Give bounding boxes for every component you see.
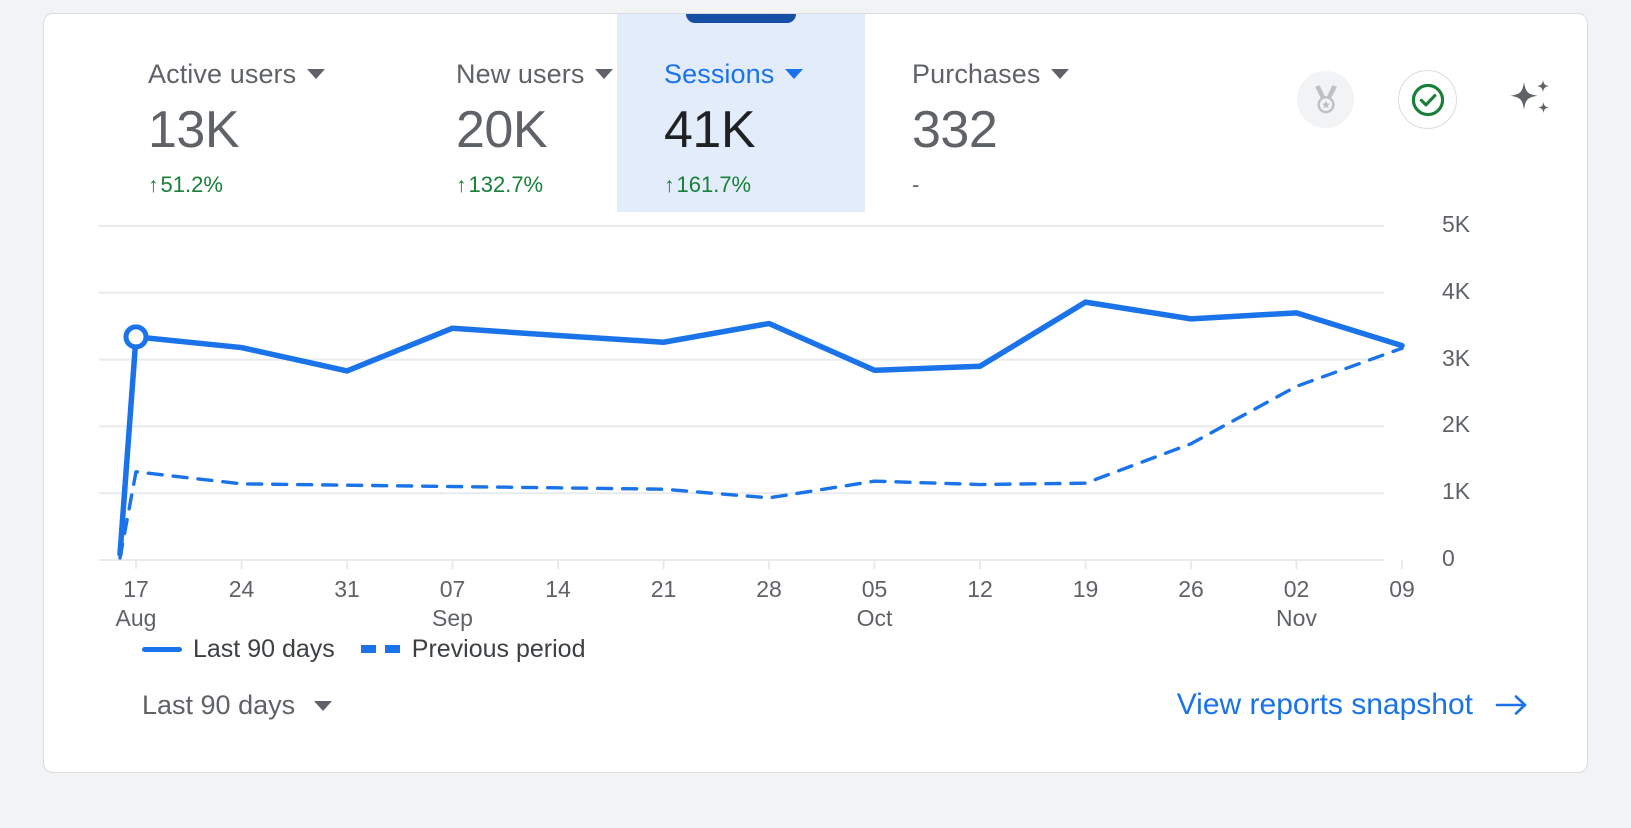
chevron-down-icon bbox=[314, 700, 333, 711]
x-axis-tick-label: 28 bbox=[756, 576, 782, 602]
x-axis-month-label: Nov bbox=[1276, 605, 1317, 631]
sessions-trend-chart: 0 1K 2K 3K 4K 5K 17 Aug 24 31 07 Sep 14 21 28 05 Oct 12 1… bbox=[44, 211, 1587, 642]
metric-value-new-users: 20K bbox=[456, 101, 548, 159]
series-line-last-90-days bbox=[117, 299, 1405, 557]
y-axis-tick-label: 4K bbox=[1442, 277, 1471, 304]
x-axis-tick-label: 02 bbox=[1283, 576, 1310, 602]
metric-label-active-users: Active users bbox=[148, 59, 326, 90]
overview-card: Active users 13K ↑51.2% New users 20K ↑1… bbox=[43, 13, 1588, 773]
metric-label-text: Purchases bbox=[912, 59, 1041, 89]
metric-delta-text: 132.7% bbox=[468, 172, 544, 197]
metric-label-new-users: New users bbox=[456, 59, 614, 90]
date-range-label: Last 90 days bbox=[142, 690, 296, 720]
chart-canvas bbox=[99, 225, 1405, 569]
metric-value-sessions: 41K bbox=[664, 101, 756, 159]
metric-label-text: Sessions bbox=[664, 59, 775, 89]
chevron-down-icon[interactable] bbox=[595, 69, 614, 79]
metric-label-text: Active users bbox=[148, 59, 297, 89]
metric-label-sessions: Sessions bbox=[664, 59, 804, 90]
legend-label-current: Last 90 days bbox=[193, 634, 335, 663]
x-axis-tick-label: 24 bbox=[228, 576, 255, 602]
x-axis-tick-label: 05 bbox=[861, 576, 888, 602]
metric-tab-new-users[interactable]: New users 20K ↑132.7% bbox=[409, 14, 659, 212]
y-axis-tick-label: 1K bbox=[1442, 478, 1471, 505]
header-icon-group bbox=[1297, 70, 1557, 129]
x-axis-tick-label: 09 bbox=[1389, 576, 1415, 602]
metric-delta-text: - bbox=[912, 172, 920, 197]
y-axis-tick-label: 5K bbox=[1442, 211, 1471, 237]
metric-tab-active-users[interactable]: Active users 13K ↑51.2% bbox=[101, 14, 351, 212]
chart-legend: Last 90 days Previous period bbox=[142, 634, 585, 664]
y-axis-tick-label: 2K bbox=[1442, 411, 1471, 438]
x-axis-tick-label: 21 bbox=[650, 576, 677, 602]
arrow-up-icon: ↑ bbox=[456, 174, 467, 197]
chevron-down-icon[interactable] bbox=[785, 69, 804, 79]
legend-item-previous[interactable]: Previous period bbox=[360, 634, 586, 664]
y-axis-tick-label: 0 bbox=[1442, 545, 1455, 571]
legend-item-current[interactable]: Last 90 days bbox=[142, 635, 335, 664]
arrow-up-icon: ↑ bbox=[148, 174, 159, 197]
metric-tab-purchases[interactable]: Purchases 332 - bbox=[865, 14, 1125, 212]
data-point-marker bbox=[123, 324, 149, 350]
selected-tab-indicator bbox=[686, 14, 796, 23]
metric-tab-sessions[interactable]: Sessions 41K ↑161.7% bbox=[617, 14, 865, 212]
legend-label-previous: Previous period bbox=[411, 634, 586, 663]
chevron-down-icon[interactable] bbox=[1051, 69, 1070, 79]
metric-delta-purchases: - bbox=[912, 172, 919, 198]
metric-label-purchases: Purchases bbox=[912, 59, 1070, 90]
sparkle-icon[interactable] bbox=[1501, 72, 1557, 128]
x-axis-tick-label: 31 bbox=[334, 576, 360, 602]
chevron-down-icon[interactable] bbox=[307, 69, 326, 79]
medal-icon[interactable] bbox=[1297, 71, 1354, 128]
view-reports-snapshot-link[interactable]: View reports snapshot bbox=[1177, 688, 1529, 722]
x-axis-tick-label: 19 bbox=[1072, 576, 1099, 602]
y-axis-tick-label: 3K bbox=[1442, 344, 1471, 371]
metric-value-active-users: 13K bbox=[148, 101, 240, 159]
metric-delta-new-users: ↑132.7% bbox=[456, 172, 543, 198]
x-axis-month-label: Sep bbox=[432, 605, 473, 631]
view-reports-snapshot-label: View reports snapshot bbox=[1176, 688, 1473, 721]
metric-delta-text: 51.2% bbox=[160, 172, 223, 197]
metric-tab-row: Active users 13K ↑51.2% New users 20K ↑1… bbox=[44, 14, 1587, 212]
metric-label-text: New users bbox=[456, 59, 585, 89]
x-axis-tick-label: 14 bbox=[545, 576, 571, 602]
legend-swatch-solid-icon bbox=[142, 646, 182, 652]
metric-delta-active-users: ↑51.2% bbox=[148, 172, 223, 198]
date-range-selector[interactable]: Last 90 days bbox=[142, 690, 333, 721]
series-line-previous-period bbox=[118, 346, 1404, 560]
arrow-right-icon bbox=[1495, 695, 1527, 715]
x-axis-tick-label: 07 bbox=[439, 576, 466, 602]
x-axis-month-label: Aug bbox=[115, 605, 157, 631]
legend-swatch-dashed-icon bbox=[360, 645, 401, 653]
card-footer: Last 90 days View reports snapshot bbox=[44, 662, 1587, 772]
check-circle-icon[interactable] bbox=[1398, 70, 1457, 129]
x-axis-tick-label: 26 bbox=[1178, 576, 1204, 602]
x-axis-tick-label: 17 bbox=[123, 576, 149, 602]
metric-delta-sessions: ↑161.7% bbox=[664, 172, 751, 198]
metric-delta-text: 161.7% bbox=[676, 172, 752, 197]
x-axis-tick-label: 12 bbox=[967, 576, 993, 602]
metric-value-purchases: 332 bbox=[912, 101, 998, 159]
arrow-up-icon: ↑ bbox=[664, 174, 675, 197]
x-axis-month-label: Oct bbox=[856, 605, 893, 631]
